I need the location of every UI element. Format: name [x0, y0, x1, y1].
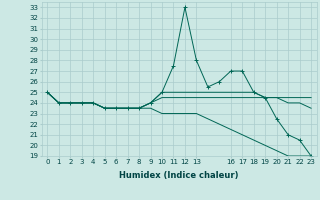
X-axis label: Humidex (Indice chaleur): Humidex (Indice chaleur) [119, 171, 239, 180]
